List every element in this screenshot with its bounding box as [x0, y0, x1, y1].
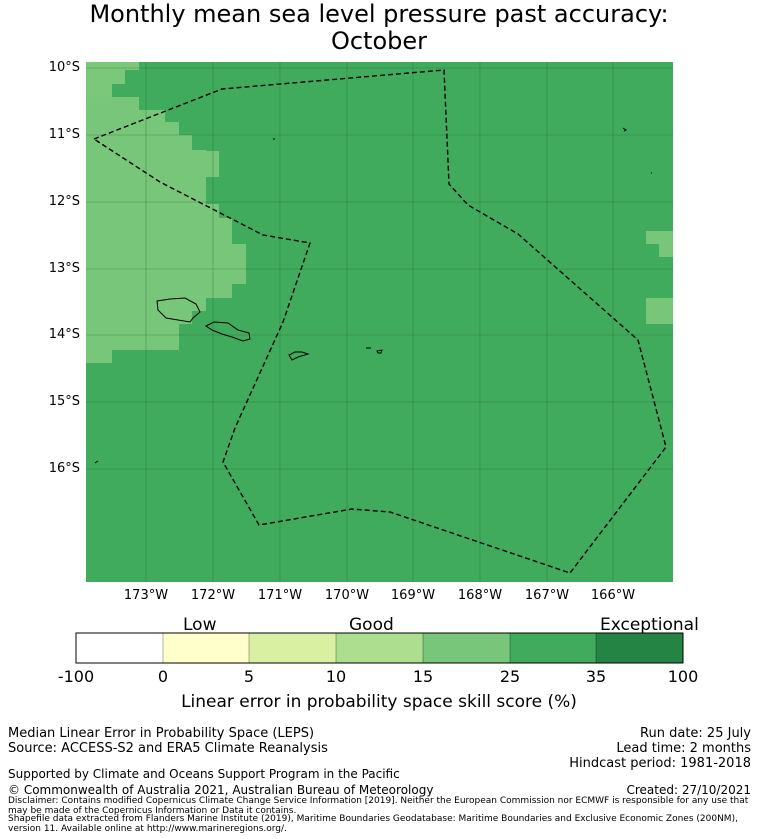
- lat-label: 15°S: [48, 394, 80, 409]
- lon-label: 168°W: [457, 588, 503, 603]
- lat-label: 14°S: [48, 327, 80, 342]
- colorbar-tick: 10: [325, 667, 347, 686]
- footer-hindcast: Hindcast period: 1981-2018: [569, 756, 751, 771]
- colorbar-category-low: Low: [183, 615, 217, 635]
- footer-shapefile: Shapefile data extracted from Flanders M…: [8, 814, 738, 834]
- footer-run-date: Run date: 25 July: [640, 726, 751, 741]
- colorbar-tick: 100: [667, 667, 699, 686]
- colorbar-seg-7: [596, 633, 683, 663]
- footer-source: Source: ACCESS-S2 and ERA5 Climate Reana…: [8, 741, 328, 756]
- colorbar: [75, 632, 684, 664]
- lat-label: 13°S: [48, 261, 80, 276]
- colorbar-category-exceptional: Exceptional: [600, 615, 699, 635]
- map-region-west: [86, 62, 246, 363]
- colorbar-seg-2: [163, 633, 249, 663]
- lon-label: 169°W: [390, 588, 436, 603]
- colorbar-tick: 25: [499, 667, 521, 686]
- colorbar-tick: 35: [585, 667, 607, 686]
- map-region-west-light: [86, 62, 139, 97]
- lon-label: 173°W: [123, 588, 169, 603]
- colorbar-frame: [75, 632, 684, 664]
- footer-lead-time: Lead time: 2 months: [616, 741, 751, 756]
- colorbar-seg-1: [76, 633, 163, 663]
- lon-label: 172°W: [190, 588, 236, 603]
- footer-leps: Median Linear Error in Probability Space…: [8, 726, 315, 741]
- colorbar-tick: 15: [412, 667, 434, 686]
- footer-copyright: © Commonwealth of Australia 2021, Austra…: [8, 783, 434, 797]
- lat-label: 10°S: [48, 60, 80, 75]
- map-region-east-3: [646, 298, 673, 324]
- footer-disclaimer: Disclaimer: Contains modified Copernicus…: [8, 796, 749, 816]
- island-tutuila: [288, 351, 310, 361]
- lat-label: 16°S: [48, 461, 80, 476]
- colorbar-tick: 5: [243, 667, 255, 686]
- colorbar-seg-5: [423, 633, 510, 663]
- eez-boundary: [92, 69, 667, 574]
- lon-label: 167°W: [524, 588, 570, 603]
- lon-label: 171°W: [257, 588, 303, 603]
- island-upolu: [205, 321, 251, 342]
- colorbar-tick: 0: [157, 667, 169, 686]
- colorbar-seg-6: [510, 633, 596, 663]
- island-savaii: [156, 297, 201, 323]
- island-manua-2: [376, 349, 383, 354]
- island-tokelau: [622, 127, 627, 132]
- chart-title-line1: Monthly mean sea level pressure past acc…: [89, 0, 669, 28]
- colorbar-tick: -100: [57, 667, 95, 686]
- map-region-east-1: [646, 231, 673, 244]
- colorbar-seg-3: [249, 633, 336, 663]
- chart-title-line2: October: [330, 27, 428, 55]
- colorbar-seg-4: [336, 633, 423, 663]
- islands: [94, 127, 652, 464]
- lon-label: 166°W: [590, 588, 636, 603]
- colorbar-label: Linear error in probability space skill …: [181, 692, 577, 712]
- lon-label: 170°W: [324, 588, 370, 603]
- island-west-dot: [94, 460, 99, 464]
- map-region-east-2: [659, 244, 673, 257]
- footer-created: Created: 27/10/2021: [626, 783, 751, 797]
- colorbar-category-good: Good: [349, 615, 394, 635]
- lat-label: 12°S: [48, 194, 80, 209]
- lat-label: 11°S: [48, 127, 80, 142]
- map-figure: [75, 62, 684, 664]
- footer-supported: Supported by Climate and Oceans Support …: [8, 767, 400, 781]
